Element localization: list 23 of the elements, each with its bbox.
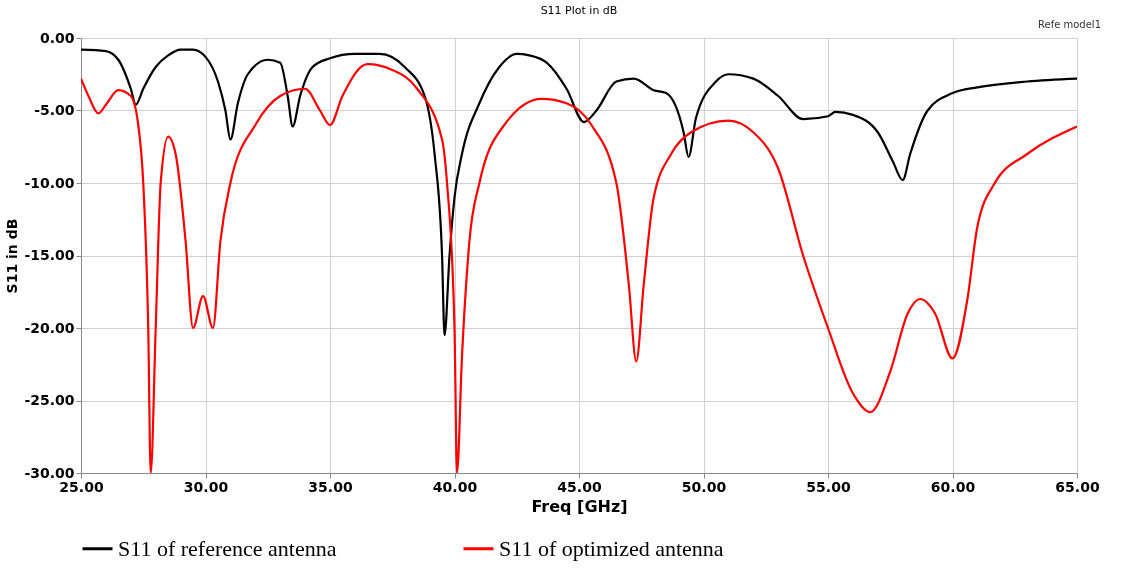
- x-tick-label: 45.00: [557, 478, 602, 495]
- x-tick-label: 50.00: [681, 478, 727, 495]
- chart-title: S11 Plot in dB: [540, 4, 618, 17]
- y-tick-label: -15.00: [24, 247, 75, 263]
- x-tick-label: 65.00: [1055, 478, 1100, 495]
- x-axis-title: Freq [GHz]: [531, 496, 628, 516]
- y-axis-title: S11 in dB: [4, 218, 21, 294]
- y-tick-label: -30.00: [24, 464, 75, 481]
- y-tick-label: 0.00: [39, 29, 75, 46]
- x-tick-label: 35.00: [308, 478, 353, 495]
- y-tick-label: -20.00: [24, 319, 75, 336]
- line-series: [81, 48, 1077, 337]
- y-tick-label: -25.00: [24, 392, 75, 408]
- legend-label: S11 of optimized antenna: [499, 535, 724, 561]
- x-tick-label: 40.00: [432, 478, 478, 495]
- x-tick-label: 55.00: [806, 478, 851, 495]
- text: Refe model1: [1037, 19, 1101, 30]
- y-tick-label: -10.00: [24, 174, 75, 191]
- legend-label: S11 of reference antenna: [118, 535, 337, 561]
- y-tick-label: -5.00: [34, 102, 75, 118]
- x-tick-label: 30.00: [183, 478, 229, 495]
- x-tick-label: 25.00: [59, 478, 104, 495]
- x-tick-label: 60.00: [930, 478, 976, 495]
